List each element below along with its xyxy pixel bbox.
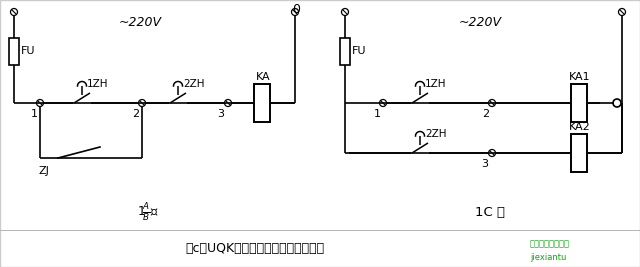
Text: ~220V: ~220V xyxy=(118,15,161,29)
Text: 3: 3 xyxy=(218,109,225,119)
Text: KA: KA xyxy=(256,72,270,82)
Text: 1: 1 xyxy=(374,109,381,119)
Text: 2ZH: 2ZH xyxy=(425,129,447,139)
FancyBboxPatch shape xyxy=(571,134,587,172)
Text: 2ZH: 2ZH xyxy=(183,79,205,89)
Text: ~220V: ~220V xyxy=(458,15,502,29)
Text: KA2: KA2 xyxy=(569,122,591,132)
Text: $1\!\frac{A}{B}$型: $1\!\frac{A}{B}$型 xyxy=(137,201,159,223)
FancyBboxPatch shape xyxy=(340,38,350,65)
Text: 2: 2 xyxy=(132,109,140,119)
Text: ZJ: ZJ xyxy=(38,166,49,176)
Text: 1: 1 xyxy=(31,109,38,119)
Text: FU: FU xyxy=(352,46,367,57)
FancyBboxPatch shape xyxy=(254,84,270,122)
Text: FU: FU xyxy=(21,46,35,57)
Text: KA1: KA1 xyxy=(569,72,591,82)
FancyBboxPatch shape xyxy=(571,84,587,122)
FancyBboxPatch shape xyxy=(9,38,19,65)
Text: jiexiantu: jiexiantu xyxy=(530,253,566,261)
Text: 3: 3 xyxy=(481,159,488,169)
Text: 0: 0 xyxy=(292,3,300,16)
Text: 1C 型: 1C 型 xyxy=(475,206,505,218)
Text: 1ZH: 1ZH xyxy=(87,79,109,89)
Text: （c）UQK型浮球液位变送器接线线路: （c）UQK型浮球液位变送器接线线路 xyxy=(186,241,324,254)
Text: 2: 2 xyxy=(483,109,490,119)
Text: 头条号：电工圆圆: 头条号：电工圆圆 xyxy=(530,239,570,249)
Text: 1ZH: 1ZH xyxy=(425,79,447,89)
